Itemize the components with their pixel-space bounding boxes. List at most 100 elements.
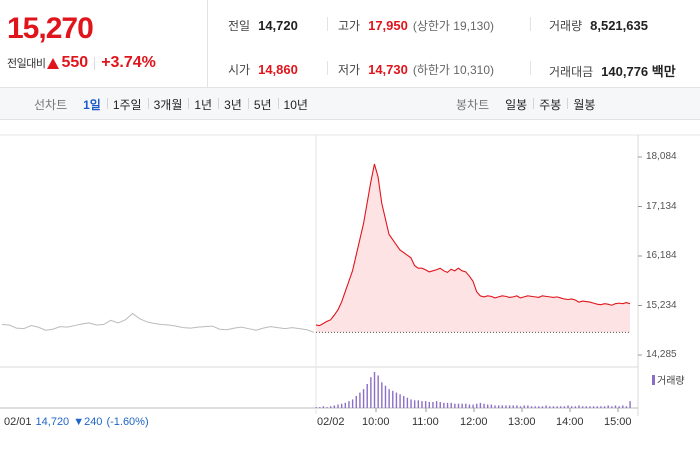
volume-bar bbox=[505, 405, 507, 408]
volume-bar bbox=[592, 406, 595, 408]
quote-panel: 15,270 전일대비 550 +3.74% 전일 14,720 시가 14,8… bbox=[0, 0, 700, 88]
line-chart-tabs: 선차트 1일 1주일 3개월 1년 3년 5년 10년 bbox=[34, 88, 314, 120]
volume-bar bbox=[362, 389, 365, 408]
volume-bar bbox=[388, 389, 390, 408]
volume-bar bbox=[373, 372, 376, 408]
tab-weekly[interactable]: 주봉 bbox=[533, 96, 567, 113]
volume-bar bbox=[549, 406, 551, 408]
prev-day-close: 14,720 bbox=[35, 416, 70, 428]
volume-bar bbox=[403, 396, 405, 408]
tab-1w[interactable]: 1주일 bbox=[106, 96, 148, 113]
volume-bar bbox=[538, 406, 540, 408]
volume-bar bbox=[589, 406, 591, 408]
volume-bar bbox=[541, 406, 544, 408]
volume-bar bbox=[330, 406, 332, 408]
tab-1d[interactable]: 1일 bbox=[83, 97, 101, 112]
volume-bar bbox=[519, 406, 522, 408]
volume-bar bbox=[614, 405, 617, 408]
volume-bar bbox=[625, 406, 628, 408]
y-tick-label: 16,184 bbox=[646, 250, 677, 261]
volume-legend: 거래량 bbox=[652, 372, 685, 387]
x-tick-label: 14:00 bbox=[556, 416, 584, 428]
series-line-prev-day bbox=[1, 312, 315, 333]
price-chart: 18,084 17,134 16,184 15,234 14,285 02/02 10:0… bbox=[0, 120, 700, 450]
volume-bar bbox=[545, 405, 547, 408]
volume-bar bbox=[472, 404, 474, 408]
stat-open: 시가 14,860 bbox=[228, 61, 298, 78]
volume-bar bbox=[596, 406, 598, 408]
candle-chart-tabs: 봉차트 일봉 주봉 월봉 bbox=[456, 88, 601, 120]
divider bbox=[530, 17, 531, 31]
stat-sub: (하한가 10,310) bbox=[412, 63, 495, 77]
volume-bar bbox=[578, 405, 580, 408]
volume-bar bbox=[585, 406, 587, 408]
prev-day-info: 02/01 14,720 ▼240 (-1.60%) bbox=[4, 416, 149, 428]
volume-bar bbox=[348, 401, 350, 408]
volume-bar bbox=[497, 405, 500, 408]
tab-3y[interactable]: 3년 bbox=[218, 96, 248, 113]
volume-legend-swatch bbox=[652, 374, 655, 385]
tab-1y[interactable]: 1년 bbox=[188, 96, 218, 113]
x-tick-label: 11:00 bbox=[412, 416, 439, 428]
divider bbox=[94, 56, 96, 70]
volume-bar bbox=[366, 384, 368, 408]
volume-bar bbox=[516, 405, 518, 408]
x-tick-label: 12:00 bbox=[460, 416, 488, 428]
volume-legend-label: 거래량 bbox=[657, 376, 685, 387]
volume-bar bbox=[454, 403, 456, 408]
y-tick-label: 14,285 bbox=[646, 349, 677, 360]
volume-bar bbox=[457, 403, 460, 408]
tab-10y[interactable]: 10년 bbox=[277, 96, 314, 113]
volume-bar bbox=[392, 390, 394, 408]
volume-bar bbox=[570, 406, 573, 408]
price-chart-svg bbox=[0, 134, 700, 416]
stat-value: 140,776 백만 bbox=[601, 64, 676, 79]
volume-bar bbox=[468, 404, 471, 408]
change-percent: +3.74% bbox=[101, 54, 156, 71]
volume-bar bbox=[381, 382, 383, 408]
tab-monthly[interactable]: 월봉 bbox=[567, 96, 601, 113]
series-line-today bbox=[315, 163, 631, 327]
volume-bar bbox=[395, 392, 398, 408]
volume-bar bbox=[611, 406, 613, 408]
volume-bar bbox=[322, 406, 325, 408]
volume-bar bbox=[487, 404, 489, 408]
tab-5y[interactable]: 5년 bbox=[247, 96, 278, 113]
volume-bar bbox=[443, 402, 445, 408]
stat-label: 시가 bbox=[228, 63, 251, 77]
volume-bar bbox=[333, 405, 336, 408]
stat-low: 저가 14,730 (하한가 10,310) bbox=[338, 61, 494, 78]
x-tick-label: 10:00 bbox=[362, 416, 390, 428]
volume-bar bbox=[351, 399, 354, 408]
prev-day-change-pct: (-1.60%) bbox=[106, 416, 149, 428]
volume-bar bbox=[417, 400, 420, 408]
volume-bar bbox=[461, 403, 463, 408]
stat-value: 17,950 bbox=[368, 18, 408, 33]
volume-bar bbox=[622, 405, 624, 408]
volume-bar bbox=[319, 407, 321, 408]
volume-bar bbox=[370, 377, 372, 408]
divider bbox=[327, 17, 328, 31]
volume-bar bbox=[600, 406, 602, 408]
tab-3m[interactable]: 3개월 bbox=[147, 96, 189, 113]
x-tick-label: 13:00 bbox=[508, 416, 536, 428]
line-chart-title: 선차트 bbox=[34, 97, 68, 112]
candle-chart-title: 봉차트 bbox=[456, 97, 490, 112]
stat-value: 8,521,635 bbox=[590, 18, 648, 33]
volume-bar bbox=[530, 406, 533, 408]
y-tick-label: 18,084 bbox=[646, 151, 677, 162]
volume-bar bbox=[476, 403, 478, 408]
volume-bar bbox=[483, 403, 485, 408]
tab-daily[interactable]: 일봉 bbox=[505, 97, 528, 112]
stat-label: 거래량 bbox=[549, 19, 583, 33]
y-tick-label: 15,234 bbox=[646, 299, 677, 311]
x-tick-label: 02/02 bbox=[317, 416, 345, 428]
volume-bar bbox=[424, 401, 427, 408]
volume-bar bbox=[560, 406, 562, 408]
volume-bar bbox=[567, 405, 569, 408]
stat-value: 14,860 bbox=[258, 62, 298, 77]
volume-bar bbox=[465, 403, 467, 408]
series-area-today bbox=[316, 163, 630, 333]
stat-sub: (상한가 19,130) bbox=[412, 19, 495, 33]
volume-bar bbox=[326, 407, 328, 408]
